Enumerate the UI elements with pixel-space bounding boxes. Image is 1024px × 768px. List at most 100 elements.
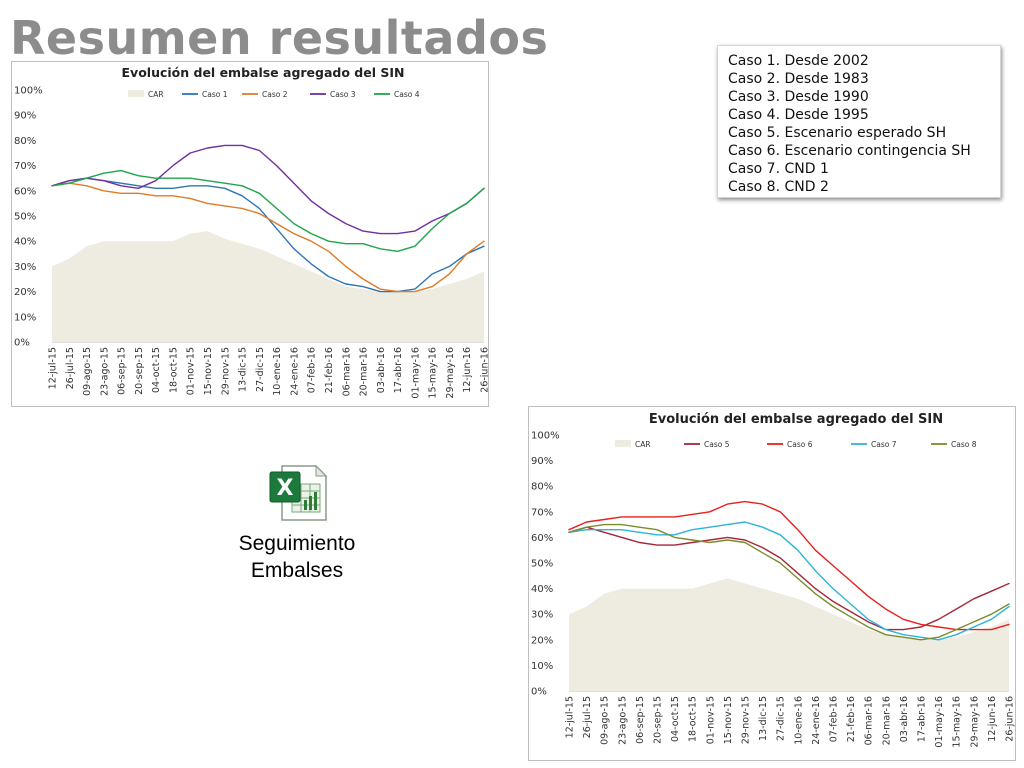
x-tick-label: 29-nov-15 <box>220 347 231 395</box>
line-series-caso-2 <box>51 182 485 293</box>
y-tick-label: 80% <box>14 136 36 147</box>
x-tick-label: 27-dic-15 <box>255 347 266 392</box>
x-tick-label: 06-mar-16 <box>864 696 875 745</box>
x-tick-label: 20-mar-16 <box>881 696 892 745</box>
x-tick-label: 01-nov-15 <box>186 347 197 395</box>
line-series-caso-4 <box>51 169 485 253</box>
legend-label: Caso 1 <box>202 90 228 99</box>
x-tick-label: 12-jul-15 <box>565 696 576 738</box>
legend-label: Caso 7 <box>871 440 897 449</box>
x-tick-label: 24-ene-16 <box>289 347 300 396</box>
case-5-label: Caso 5. Escenario esperado SH <box>728 125 947 141</box>
y-tick-label: 100% <box>14 86 43 97</box>
x-tick-label: 06-mar-16 <box>341 347 352 396</box>
y-tick-label: 30% <box>531 610 553 621</box>
x-tick-label: 09-ago-15 <box>600 696 611 745</box>
x-tick-label: 01-nov-15 <box>705 696 716 744</box>
x-tick-label: 20-mar-16 <box>359 347 370 396</box>
y-tick-label: 30% <box>14 262 36 273</box>
chart-canvas-2: Evolución del embalse agregado del SIN 0%… <box>531 412 1015 748</box>
x-tick-label: 18-oct-15 <box>168 347 179 393</box>
x-tick-label: 03-abr-16 <box>899 696 910 742</box>
x-tick-label: 17-abr-16 <box>393 347 404 393</box>
y-tick-label: 10% <box>531 661 553 672</box>
case-3-label: Caso 3. Desde 1990 <box>728 89 869 105</box>
legend-label: CAR <box>148 90 164 99</box>
x-tick-label: 15-may-16 <box>428 347 439 399</box>
x-tick-label: 21-feb-16 <box>846 696 857 742</box>
legend-swatch <box>128 90 144 97</box>
line-series-caso-5 <box>568 526 1010 631</box>
legend-label: Caso 6 <box>787 440 813 449</box>
reservoir-chart-cases-1-4: Evolución del embalse agregado del SIN 0%… <box>11 61 489 407</box>
line-series-caso-3 <box>51 144 485 235</box>
x-tick-label: 15-nov-15 <box>723 696 734 744</box>
y-tick-label: 40% <box>531 584 553 595</box>
x-tick-label: 20-sep-15 <box>134 347 145 395</box>
x-tick-label: 13-dic-15 <box>238 347 249 392</box>
case-8-label: Caso 8. CND 2 <box>728 179 829 195</box>
slide-title: Resumen resultados <box>10 11 549 65</box>
area-series-car <box>52 231 484 342</box>
x-tick-label: 06-sep-15 <box>117 347 128 395</box>
svg-text:X: X <box>277 476 294 501</box>
x-tick-label: 15-may-16 <box>952 696 963 748</box>
x-tick-label: 12-jun-16 <box>987 696 998 742</box>
x-tick-label: 23-ago-15 <box>617 696 628 745</box>
x-tick-label: 29-nov-15 <box>741 696 752 744</box>
y-tick-label: 10% <box>14 312 36 323</box>
legend-label: Caso 3 <box>330 90 356 99</box>
x-tick-label: 24-ene-16 <box>811 696 822 745</box>
y-tick-label: 90% <box>14 111 36 122</box>
y-tick-label: 0% <box>14 338 30 349</box>
chart-title-1: Evolución del embalse agregado del SIN <box>122 65 405 80</box>
case-1-label: Caso 1. Desde 2002 <box>728 53 869 69</box>
legend-swatch <box>615 440 631 447</box>
x-tick-label: 03-abr-16 <box>376 347 387 393</box>
case-7-label: Caso 7. CND 1 <box>728 161 829 177</box>
legend-label: Caso 4 <box>394 90 420 99</box>
chart-title-2: Evolución del embalse agregado del SIN <box>649 412 943 427</box>
attachment-label-line1: Seguimiento <box>238 532 356 555</box>
x-tick-label: 20-sep-15 <box>653 696 664 744</box>
area-series-car <box>569 578 1009 691</box>
x-tick-label: 21-feb-16 <box>324 347 335 393</box>
x-tick-label: 12-jun-16 <box>462 347 473 393</box>
y-tick-label: 60% <box>531 533 553 544</box>
x-tick-label: 27-dic-15 <box>776 696 787 741</box>
cases-legend-panel: Caso 1. Desde 2002 Caso 2. Desde 1983 Ca… <box>717 45 1001 198</box>
case-2-label: Caso 2. Desde 1983 <box>728 71 869 87</box>
legend-label: Caso 5 <box>704 440 730 449</box>
legend-label: Caso 2 <box>262 90 288 99</box>
excel-file-icon[interactable]: X <box>268 464 328 522</box>
y-tick-label: 40% <box>14 237 36 248</box>
y-tick-label: 20% <box>14 287 36 298</box>
legend-label: CAR <box>635 440 651 449</box>
x-tick-label: 29-may-16 <box>969 696 980 748</box>
x-tick-label: 26-jul-15 <box>65 347 76 389</box>
x-tick-label: 13-dic-15 <box>758 696 769 741</box>
case-4-label: Caso 4. Desde 1995 <box>728 107 869 123</box>
y-tick-label: 100% <box>531 431 560 442</box>
attachment-label[interactable]: Seguimiento Embalses <box>222 530 372 584</box>
y-tick-label: 50% <box>14 212 36 223</box>
x-tick-label: 29-may-16 <box>445 347 456 399</box>
line-series-caso-7 <box>568 521 1010 641</box>
case-6-label: Caso 6. Escenario contingencia SH <box>728 143 971 159</box>
x-tick-label: 23-ago-15 <box>99 347 110 396</box>
attachment-label-line2: Embalses <box>250 559 344 582</box>
x-tick-label: 01-may-16 <box>934 696 945 748</box>
x-tick-label: 06-sep-15 <box>635 696 646 744</box>
reservoir-chart-cases-5-8: Evolución del embalse agregado del SIN 0%… <box>528 406 1016 761</box>
line-series-caso-6 <box>568 500 1010 631</box>
line-series-caso-8 <box>568 523 1010 641</box>
x-tick-label: 04-oct-15 <box>670 696 681 742</box>
x-tick-label: 10-ene-16 <box>793 696 804 745</box>
x-tick-label: 04-oct-15 <box>151 347 162 393</box>
x-tick-label: 26-jun-16 <box>480 347 489 393</box>
y-tick-label: 20% <box>531 635 553 646</box>
x-tick-label: 26-jul-15 <box>582 696 593 738</box>
x-tick-label: 09-ago-15 <box>82 347 93 396</box>
x-tick-label: 01-may-16 <box>410 347 421 399</box>
y-tick-label: 60% <box>14 186 36 197</box>
